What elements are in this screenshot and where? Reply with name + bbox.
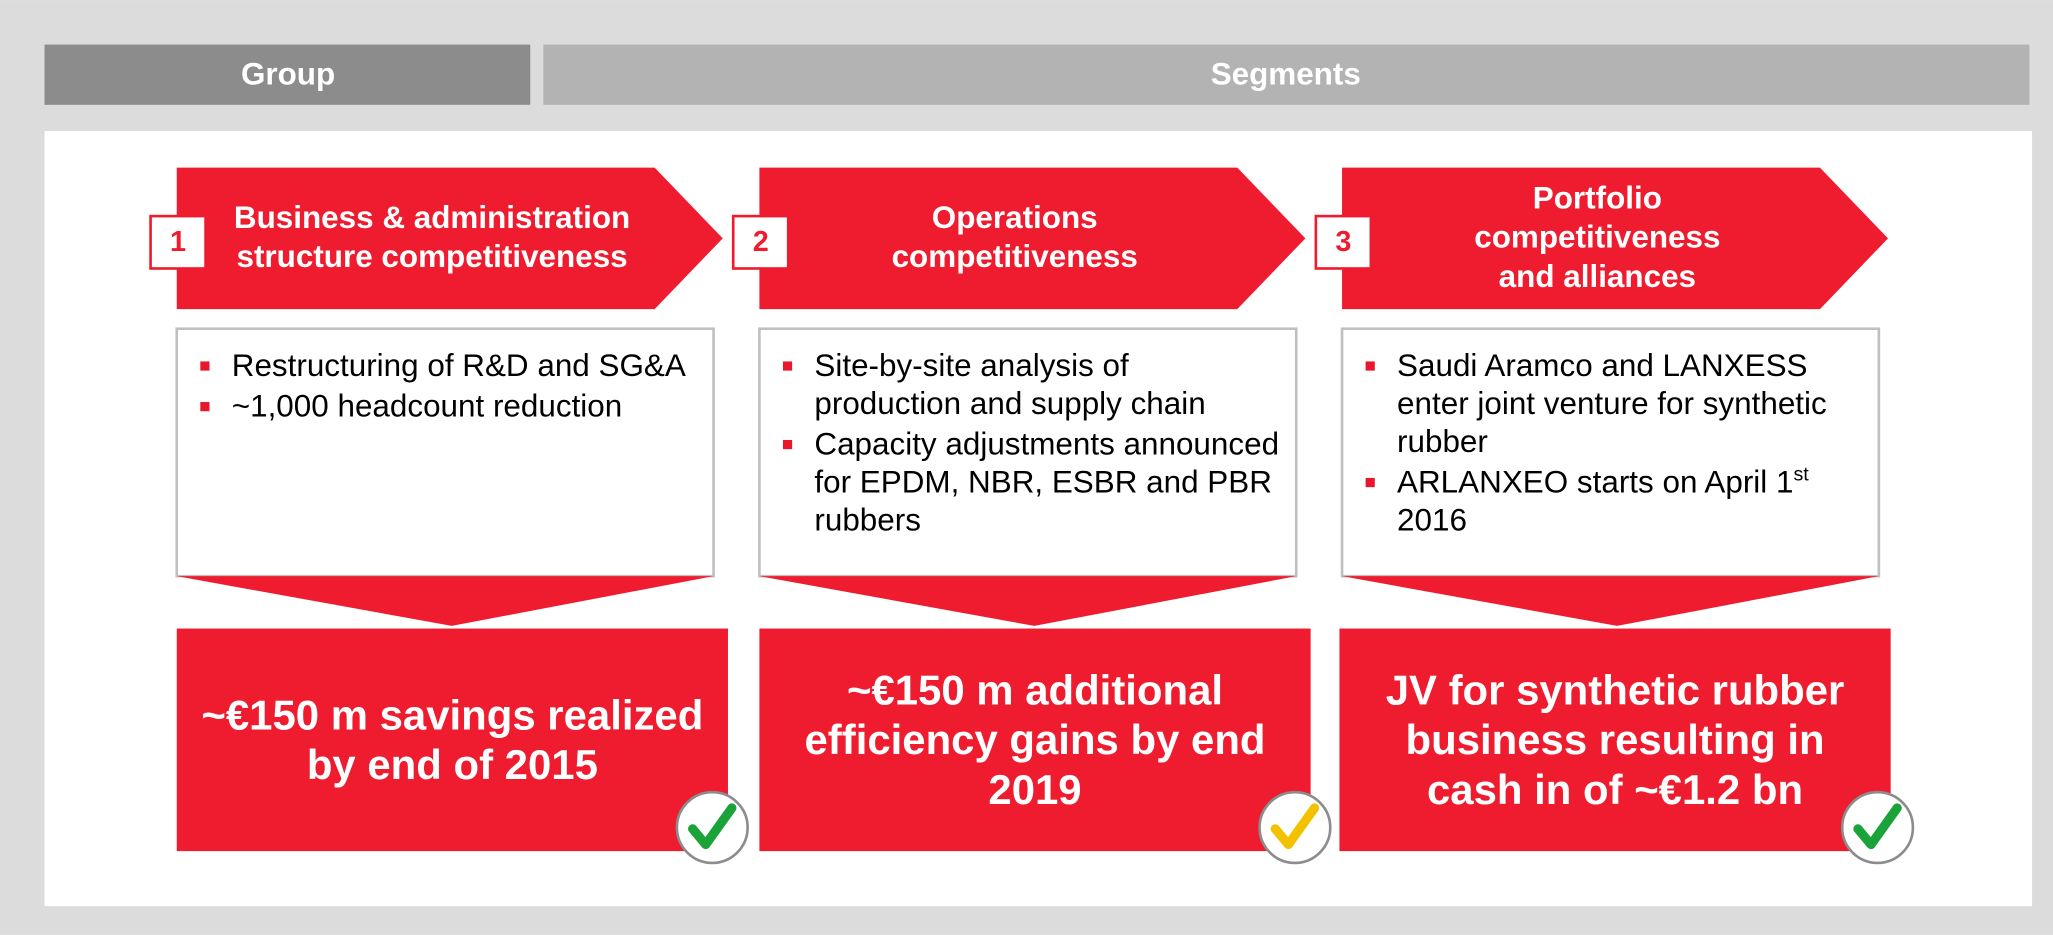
- bullet-text: ARLANXEO starts on April 1: [1397, 464, 1794, 501]
- bullet-item: Restructuring of R&D and SG&A: [200, 347, 700, 385]
- pillar-arrow: [1342, 167, 1889, 310]
- bullet-item: Site-by-site analysis of production and …: [782, 347, 1283, 423]
- bullet-box-frame: [175, 327, 715, 578]
- pillar-number: 3: [1335, 226, 1351, 258]
- title-line: and alliances: [1498, 259, 1697, 295]
- down-arrow: [759, 576, 1297, 626]
- title-line: structure competitiveness: [236, 239, 628, 276]
- bullet-list-area: Restructuring of R&D and SG&A~1,000 head…: [177, 329, 714, 576]
- result-box: [1339, 628, 1891, 852]
- number-box: [731, 214, 790, 270]
- number-box: [149, 214, 207, 270]
- bullet-text: 2016: [1397, 502, 1467, 539]
- down-arrow: [176, 576, 714, 626]
- pillar-arrow: [759, 167, 1306, 310]
- result-text: ~€150 m savings realized by end of 2015: [201, 691, 704, 789]
- bullet-superscript: st: [1793, 463, 1809, 486]
- pillar-number: 1: [170, 226, 186, 258]
- result-text: JV for synthetic rubber business resulti…: [1385, 666, 1845, 814]
- bullet-item: ~1,000 headcount reduction: [200, 388, 700, 426]
- title-line: competitiveness: [891, 239, 1138, 276]
- result-text-area: ~€150 m savings realized by end of 2015: [201, 691, 704, 789]
- bullet-list: Restructuring of R&D and SG&A ~1,000 head…: [177, 329, 714, 576]
- pillar-arrow: [176, 167, 723, 310]
- title-line: Business & administration: [233, 200, 631, 236]
- group-tab: [44, 44, 531, 105]
- bullet-list-area: Site-by-site analysis of production and …: [759, 329, 1296, 576]
- number-box: [1314, 214, 1373, 270]
- bullet-list: Site-by-site analysis of production and …: [759, 329, 1296, 576]
- title-line: Operations: [931, 200, 1098, 236]
- check-mark: [688, 803, 737, 850]
- bullet-item: ARLANXEO starts on April 1st 2016: [1365, 463, 1866, 540]
- result-text: ~€150 m additional efficiency gains by e…: [804, 666, 1266, 814]
- down-arrow: [1342, 576, 1879, 626]
- bullet-list-area: Saudi Aramco and LANXESS enter joint ven…: [1342, 329, 1879, 576]
- pillar-title: Portfolio competitiveness and alliances: [1375, 168, 1820, 309]
- segments-label: Segments: [1211, 56, 1361, 91]
- title-line: competitiveness: [1474, 220, 1721, 256]
- pillar-title: Operations competitiveness: [792, 168, 1237, 309]
- bullet-list: Saudi Aramco and LANXESS enter joint ven…: [1342, 329, 1879, 576]
- check-mark: [1853, 803, 1902, 850]
- bullet-box-frame: [758, 327, 1298, 578]
- pillar-number: 2: [753, 226, 769, 258]
- check-mark: [1270, 803, 1320, 850]
- title-line: Portfolio: [1532, 180, 1662, 217]
- result-box: [176, 628, 728, 852]
- bullet-item: Capacity adjustments announced for EPDM,…: [782, 426, 1283, 540]
- result-text-area: JV for synthetic rubber business resulti…: [1385, 666, 1845, 814]
- result-text-area: ~€150 m additional efficiency gains by e…: [804, 666, 1266, 814]
- result-box: [759, 628, 1311, 852]
- bullet-box-frame: [1340, 327, 1881, 578]
- segments-tab: [543, 44, 2030, 105]
- group-label: Group: [241, 56, 335, 91]
- bullet-item: Saudi Aramco and LANXESS enter joint ven…: [1365, 347, 1866, 461]
- pillar-title: Business & administration structure compe…: [209, 168, 654, 309]
